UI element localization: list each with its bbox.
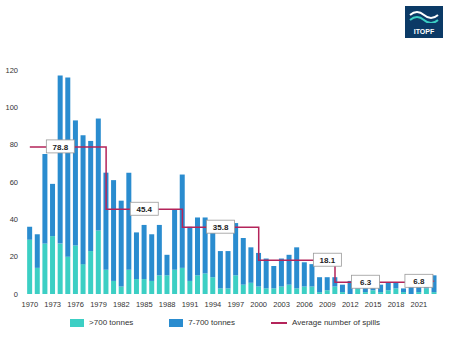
svg-text:1970: 1970: [21, 300, 38, 309]
svg-text:6.8: 6.8: [413, 277, 425, 286]
svg-text:2012: 2012: [342, 300, 359, 309]
svg-text:40: 40: [10, 215, 18, 224]
svg-text:0: 0: [14, 290, 18, 299]
svg-text:35.8: 35.8: [213, 223, 229, 232]
svg-text:6.3: 6.3: [360, 278, 372, 287]
svg-text:60: 60: [10, 178, 18, 187]
svg-text:2000: 2000: [250, 300, 267, 309]
svg-text:1985: 1985: [136, 300, 153, 309]
svg-text:2015: 2015: [365, 300, 382, 309]
svg-text:100: 100: [8, 103, 18, 112]
svg-text:1973: 1973: [44, 300, 61, 309]
svg-text:1979: 1979: [90, 300, 107, 309]
svg-text:45.4: 45.4: [136, 205, 152, 214]
svg-text:2003: 2003: [273, 300, 290, 309]
html-text:ITOPF: ITOPF: [413, 28, 435, 35]
svg-text:80: 80: [10, 140, 18, 149]
svg-text:1991: 1991: [182, 300, 199, 309]
svg-text:2006: 2006: [296, 300, 313, 309]
svg-text:2018: 2018: [388, 300, 405, 309]
svg-text:1976: 1976: [67, 300, 84, 309]
html-text:>700 tonnes: >700 tonnes: [89, 318, 134, 327]
svg-text:1988: 1988: [159, 300, 176, 309]
svg-text:2009: 2009: [319, 300, 336, 309]
html-text:7-700 tonnes: 7-700 tonnes: [188, 318, 235, 327]
svg-text:20: 20: [10, 252, 18, 261]
svg-text:2021: 2021: [411, 300, 428, 309]
svg-text:1997: 1997: [227, 300, 244, 309]
svg-text:1982: 1982: [113, 300, 130, 309]
svg-text:78.8: 78.8: [53, 143, 69, 152]
svg-text:18.1: 18.1: [320, 256, 336, 265]
svg-text:1994: 1994: [205, 300, 222, 309]
html-text:Average number of spills: Average number of spills: [292, 318, 380, 327]
svg-text:120: 120: [8, 66, 18, 75]
